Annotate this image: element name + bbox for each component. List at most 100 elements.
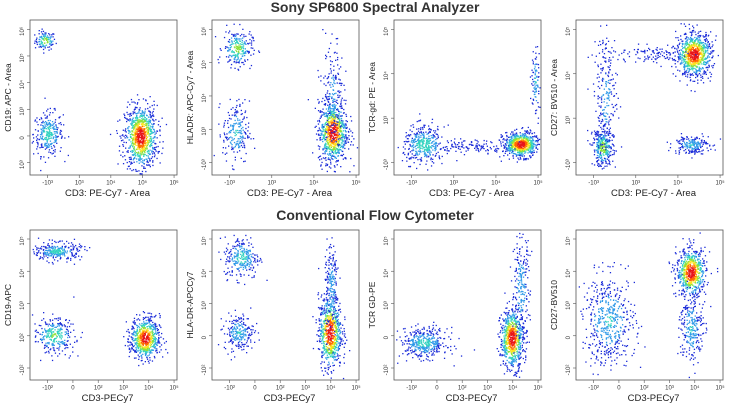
event-point — [236, 48, 239, 50]
event-point — [508, 142, 510, 144]
event-point — [702, 68, 704, 70]
event-point — [145, 100, 147, 102]
event-point — [45, 44, 48, 46]
event-point — [147, 127, 150, 129]
event-point — [508, 140, 511, 142]
event-point — [696, 37, 698, 40]
event-point — [527, 146, 529, 148]
event-point — [222, 147, 224, 149]
event-point — [239, 119, 241, 121]
event-point — [148, 119, 150, 121]
event-point — [708, 45, 710, 47]
event-point — [240, 137, 242, 139]
event-point — [340, 122, 342, 124]
event-point — [334, 125, 336, 127]
event-point — [335, 129, 337, 131]
event-point — [333, 145, 336, 148]
event-point — [685, 38, 687, 40]
event-point — [342, 144, 344, 146]
event-point — [342, 135, 344, 137]
event-point — [330, 129, 332, 131]
event-point — [58, 122, 60, 125]
event-point — [132, 150, 134, 153]
event-point — [48, 36, 50, 38]
y-axis-label: TCR-gd: PE - Area — [367, 62, 377, 133]
event-point — [138, 155, 140, 157]
event-point — [688, 58, 690, 60]
event-point — [321, 168, 323, 170]
event-point — [533, 142, 535, 144]
event-point — [327, 120, 329, 123]
event-point — [46, 38, 49, 41]
event-point — [698, 59, 701, 61]
event-point — [149, 125, 152, 127]
event-point — [153, 152, 155, 154]
event-point — [335, 92, 337, 94]
event-point — [459, 148, 461, 150]
x-tick-label: 10⁴ — [491, 180, 501, 187]
event-point — [535, 82, 537, 84]
event-point — [142, 120, 144, 122]
event-point — [690, 59, 692, 61]
event-point — [232, 148, 234, 150]
event-point — [428, 135, 430, 137]
event-point — [478, 150, 480, 153]
event-point — [407, 154, 409, 156]
event-point — [42, 48, 45, 51]
event-point — [134, 157, 136, 159]
event-point — [513, 134, 515, 137]
event-point — [427, 148, 429, 150]
event-point — [40, 40, 42, 42]
event-point — [143, 155, 145, 157]
event-point — [332, 78, 335, 80]
event-point — [144, 124, 146, 126]
event-point — [345, 123, 347, 125]
event-point — [675, 66, 677, 68]
event-point — [407, 152, 410, 154]
event-point — [131, 142, 133, 145]
event-point — [152, 118, 154, 120]
event-point — [504, 143, 507, 145]
event-point — [537, 63, 540, 66]
event-point — [328, 144, 330, 147]
event-point — [146, 138, 148, 141]
event-point — [509, 149, 511, 151]
event-point — [46, 40, 49, 42]
event-point — [149, 166, 151, 168]
event-point — [225, 147, 227, 149]
event-point — [341, 139, 344, 141]
event-point — [457, 144, 459, 146]
event-point — [132, 111, 134, 113]
event-point — [526, 142, 528, 144]
event-point — [136, 124, 138, 127]
event-point — [234, 57, 236, 59]
event-point — [465, 146, 467, 148]
event-point — [55, 141, 57, 143]
event-point — [692, 61, 694, 63]
event-point — [356, 147, 359, 149]
event-point — [336, 136, 338, 138]
event-point — [150, 139, 153, 141]
event-point — [690, 68, 693, 70]
event-point — [418, 120, 420, 122]
event-point — [471, 144, 473, 146]
y-axis-label: CD19: APC - Area — [3, 63, 13, 132]
event-point — [142, 136, 144, 138]
event-point — [689, 55, 691, 57]
event-point — [424, 148, 426, 150]
event-point — [237, 132, 239, 134]
event-point — [600, 140, 602, 142]
event-point — [343, 134, 345, 136]
event-point — [704, 71, 706, 73]
event-point — [691, 54, 694, 56]
event-point — [41, 132, 43, 134]
event-point — [333, 146, 335, 148]
event-point — [717, 54, 719, 57]
event-point — [341, 150, 343, 152]
event-point — [501, 136, 503, 138]
event-point — [341, 132, 343, 134]
event-point — [331, 126, 333, 129]
event-point — [690, 55, 693, 57]
event-point — [240, 121, 242, 123]
event-point — [692, 62, 694, 65]
